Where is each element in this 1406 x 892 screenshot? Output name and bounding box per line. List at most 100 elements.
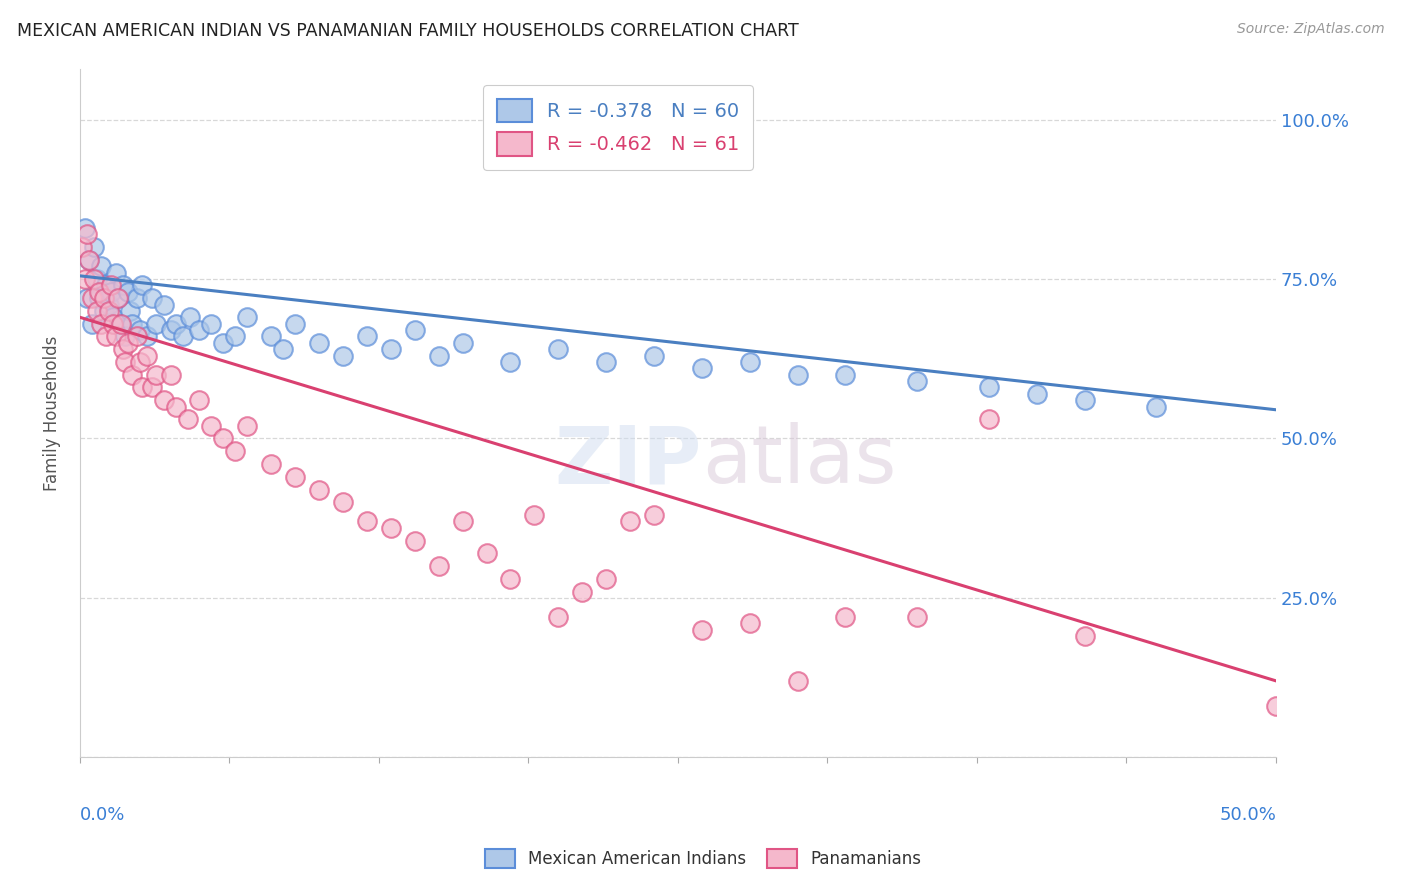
Point [179, 310, 201, 325]
Point [380, 521, 402, 535]
Point [690, 361, 713, 376]
Point [1073, 393, 1095, 408]
Point [73, 221, 96, 235]
Point [111, 278, 134, 293]
Point [200, 317, 222, 331]
Point [690, 623, 713, 637]
Point [834, 368, 856, 382]
Point [271, 342, 294, 356]
Point [80, 291, 103, 305]
Point [308, 335, 330, 350]
Point [523, 508, 546, 522]
Point [76, 227, 98, 242]
Point [260, 457, 283, 471]
Point [79, 252, 101, 267]
Point [145, 368, 167, 382]
Point [141, 380, 163, 394]
Point [100, 278, 122, 293]
Point [176, 412, 198, 426]
Point [571, 584, 593, 599]
Point [121, 368, 143, 382]
Point [260, 329, 283, 343]
Point [110, 317, 132, 331]
Point [1265, 699, 1288, 714]
Point [977, 380, 1000, 394]
Point [110, 317, 132, 331]
Point [547, 610, 569, 624]
Point [1073, 629, 1095, 643]
Point [103, 317, 125, 331]
Point [236, 310, 259, 325]
Point [786, 368, 808, 382]
Point [90, 259, 112, 273]
Point [72, 240, 94, 254]
Point [100, 285, 122, 299]
Point [738, 355, 761, 369]
Point [86, 272, 108, 286]
Point [595, 355, 617, 369]
Point [80, 317, 103, 331]
Point [76, 291, 98, 305]
Point [977, 412, 1000, 426]
Point [152, 297, 174, 311]
Point [117, 335, 139, 350]
Text: Source: ZipAtlas.com: Source: ZipAtlas.com [1237, 22, 1385, 37]
Text: atlas: atlas [702, 422, 896, 500]
Point [188, 393, 211, 408]
Point [427, 559, 450, 574]
Point [87, 285, 110, 299]
Point [127, 329, 149, 343]
Point [236, 418, 259, 433]
Text: 0.0%: 0.0% [80, 805, 125, 823]
Point [145, 317, 167, 331]
Point [93, 291, 115, 305]
Point [404, 533, 426, 548]
Point [475, 546, 498, 560]
Point [141, 291, 163, 305]
Point [97, 297, 120, 311]
Point [332, 495, 354, 509]
Point [643, 508, 665, 522]
Point [96, 278, 118, 293]
Point [499, 572, 522, 586]
Point [224, 329, 246, 343]
Point [90, 317, 112, 331]
Point [121, 317, 143, 331]
Point [79, 252, 101, 267]
Point [547, 342, 569, 356]
Point [114, 329, 136, 343]
Point [643, 349, 665, 363]
Point [404, 323, 426, 337]
Point [114, 355, 136, 369]
Point [104, 266, 127, 280]
Point [172, 329, 194, 343]
Point [165, 400, 187, 414]
Point [284, 317, 307, 331]
Point [103, 310, 125, 325]
Text: 50.0%: 50.0% [1219, 805, 1277, 823]
Point [356, 515, 378, 529]
Point [284, 469, 307, 483]
Y-axis label: Family Households: Family Households [44, 335, 60, 491]
Point [117, 285, 139, 299]
Point [1025, 387, 1047, 401]
Text: MEXICAN AMERICAN INDIAN VS PANAMANIAN FAMILY HOUSEHOLDS CORRELATION CHART: MEXICAN AMERICAN INDIAN VS PANAMANIAN FA… [17, 22, 799, 40]
Point [200, 418, 222, 433]
Point [427, 349, 450, 363]
Point [786, 673, 808, 688]
Point [188, 323, 211, 337]
Point [73, 272, 96, 286]
Point [451, 515, 474, 529]
Point [905, 610, 928, 624]
Point [152, 393, 174, 408]
Point [212, 335, 235, 350]
Point [111, 342, 134, 356]
Point [1144, 400, 1167, 414]
Point [120, 304, 142, 318]
Point [107, 291, 129, 305]
Point [332, 349, 354, 363]
Point [380, 342, 402, 356]
Point [131, 278, 153, 293]
Point [127, 291, 149, 305]
Point [619, 515, 641, 529]
